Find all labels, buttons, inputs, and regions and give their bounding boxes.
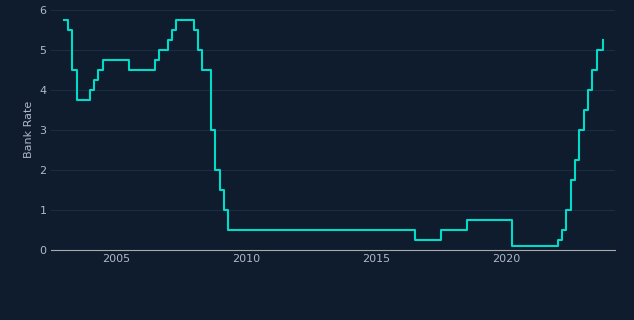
Y-axis label: Bank Rate: Bank Rate bbox=[24, 101, 34, 158]
